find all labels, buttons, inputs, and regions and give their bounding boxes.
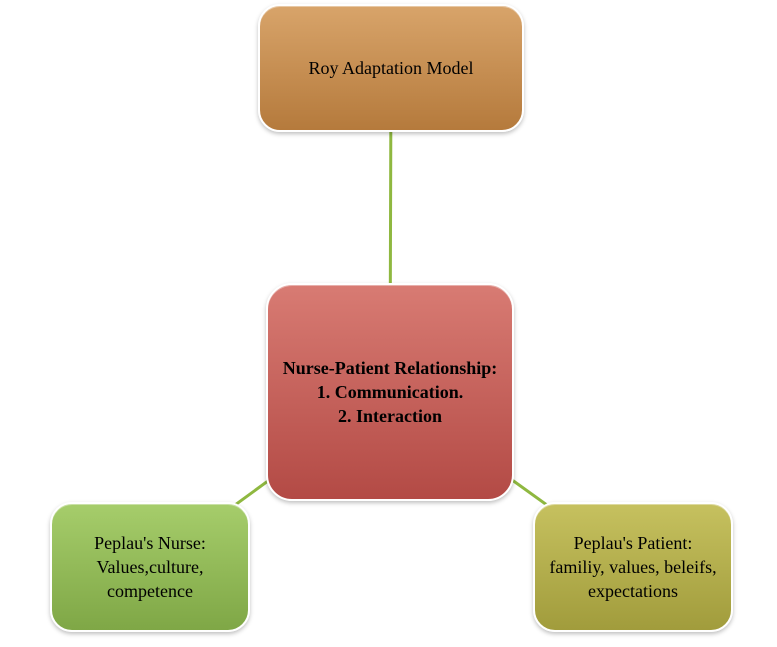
node-text-line: Peplau's Nurse: bbox=[66, 531, 234, 555]
node-text-line: 2. Interaction bbox=[282, 404, 498, 428]
node-top: Roy Adaptation Model bbox=[258, 4, 524, 132]
node-text-line: 1. Communication. bbox=[282, 380, 498, 404]
node-center: Nurse-Patient Relationship:1. Communicat… bbox=[266, 283, 514, 501]
node-text-line: Peplau's Patient: bbox=[549, 531, 717, 555]
node-text-line: Nurse-Patient Relationship: bbox=[282, 356, 498, 380]
node-right: Peplau's Patient:familiy, values, beleif… bbox=[533, 502, 733, 632]
diagram-canvas: { "type": "radial-diagram", "canvas": { … bbox=[0, 0, 777, 647]
node-text-line: Roy Adaptation Model bbox=[274, 56, 508, 80]
node-left: Peplau's Nurse:Values,culture, competenc… bbox=[50, 502, 250, 632]
node-text-line: familiy, values, beleifs, expectations bbox=[549, 555, 717, 604]
node-text-line: Values,culture, competence bbox=[66, 555, 234, 604]
